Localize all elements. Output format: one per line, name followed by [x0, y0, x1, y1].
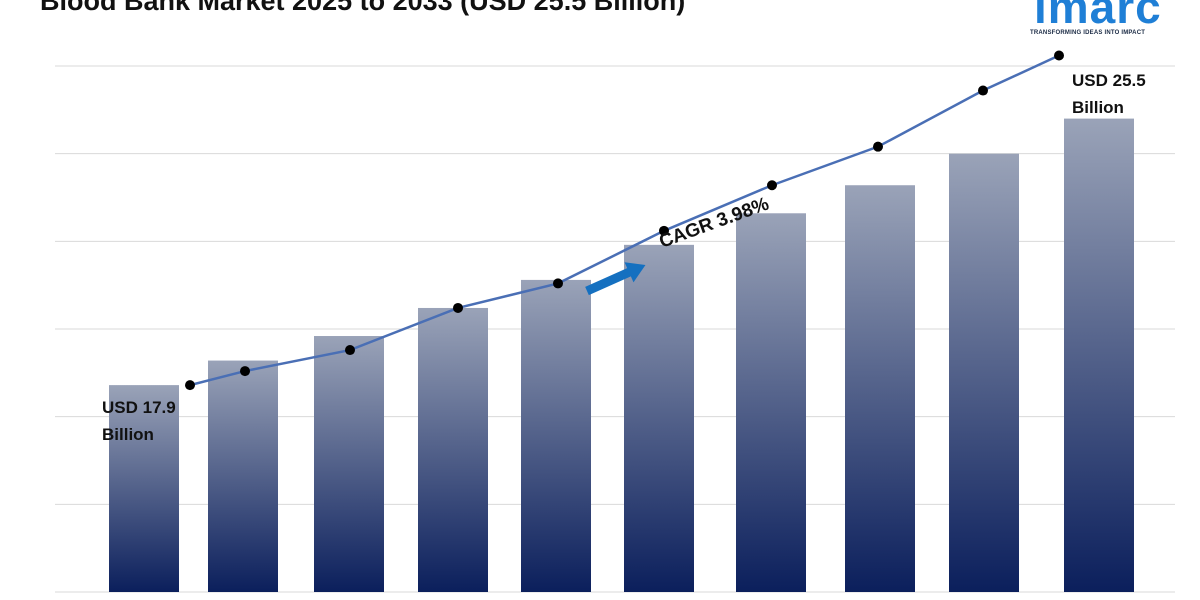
trend-marker-2 [240, 366, 250, 377]
trend-marker-9 [978, 85, 988, 96]
end-value-label: USD 25.5 [1072, 71, 1146, 90]
end-value-unit: Billion [1072, 98, 1124, 117]
logo-tagline: TRANSFORMING IDEAS INTO IMPACT [1030, 30, 1146, 36]
start-value-unit: Billion [102, 425, 154, 444]
trend-line-group [185, 50, 1064, 391]
imarc-logo: imarc TRANSFORMING IDEAS INTO IMPACT [1030, 0, 1180, 36]
trend-marker-3 [345, 345, 355, 356]
cagr-arrow-icon [585, 262, 646, 296]
trend-marker-7 [767, 180, 777, 191]
logo-wordmark: imarc [1034, 0, 1162, 33]
trend-marker-1 [185, 380, 195, 391]
bar-2 [208, 360, 278, 592]
start-value-label: USD 17.9 [102, 398, 176, 417]
trend-marker-10 [1054, 50, 1064, 61]
bar-9 [949, 153, 1019, 592]
trend-marker-6 [659, 225, 669, 236]
bar-1 [109, 385, 179, 592]
chart-title: Blood Bank Market 2025 to 2033 (USD 25.5… [40, 0, 686, 16]
bars [109, 118, 1134, 592]
trend-line [189, 54, 1060, 387]
bar-10 [1064, 118, 1134, 592]
bar-7 [736, 213, 806, 592]
bar-8 [845, 185, 915, 592]
bar-3 [314, 336, 384, 592]
bar-4 [418, 307, 488, 592]
trend-marker-4 [453, 302, 463, 313]
trend-marker-8 [873, 141, 883, 152]
bar-6 [624, 244, 694, 592]
bar-5 [521, 279, 591, 592]
trend-marker-5 [553, 278, 563, 289]
